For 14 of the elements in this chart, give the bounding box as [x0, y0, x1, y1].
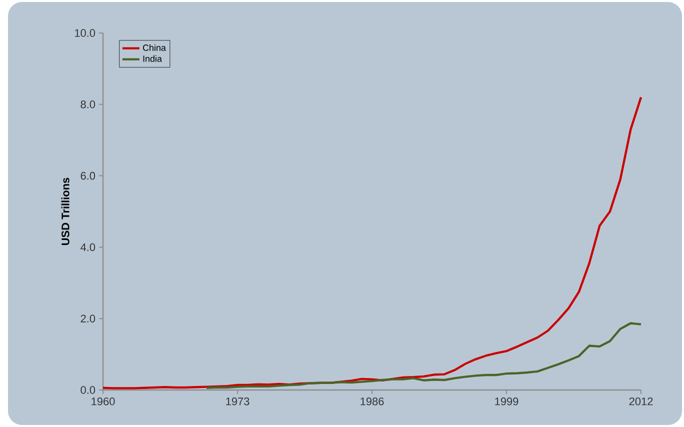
x-tick-label: 1960	[92, 398, 115, 406]
y-axis-title: USD Trillions	[61, 178, 70, 245]
y-tick-label: 2.0	[80, 314, 96, 322]
legend-label: India	[143, 55, 162, 62]
y-tick-label: 6.0	[80, 172, 96, 180]
x-tick-label: 1973	[226, 398, 250, 406]
legend-label: China	[142, 44, 166, 51]
y-tick-label: 10.0	[75, 29, 96, 37]
x-tick-label: 1986	[360, 398, 384, 406]
y-tick-label: 8.0	[80, 100, 96, 108]
y-tick-label: 0.0	[80, 386, 96, 394]
y-tick-label: 4.0	[80, 243, 96, 252]
x-tick-label: 2012	[629, 398, 653, 406]
x-tick-label: 1999	[495, 398, 518, 406]
